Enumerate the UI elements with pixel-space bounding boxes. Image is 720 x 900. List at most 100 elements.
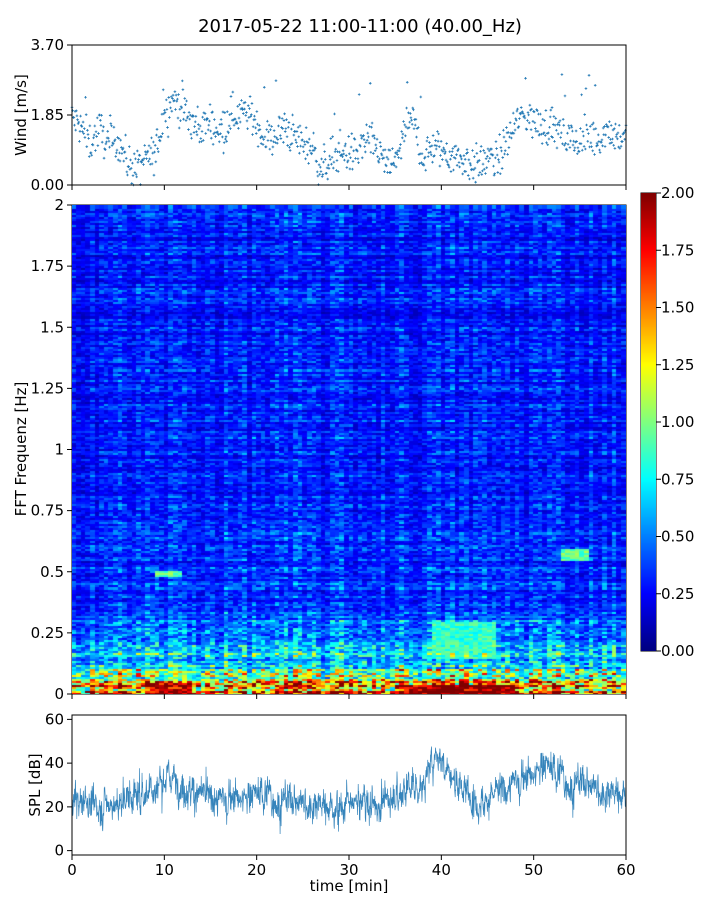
wind-point — [168, 101, 172, 104]
wind-point — [194, 115, 198, 118]
wind-point — [606, 125, 610, 129]
wind-point — [241, 108, 244, 111]
wind-point — [497, 160, 501, 164]
wind-point — [174, 93, 178, 97]
wind-point — [436, 139, 440, 143]
wind-point — [619, 144, 623, 148]
wind-point — [187, 111, 191, 114]
wind-point — [230, 112, 233, 115]
wind-point — [457, 161, 461, 164]
wind-point — [80, 125, 84, 128]
wind-point — [378, 141, 382, 144]
wind-point — [153, 144, 157, 147]
wind-point — [499, 146, 503, 149]
wind-point — [227, 131, 230, 135]
wind-point — [608, 142, 612, 145]
wind-point — [618, 146, 622, 150]
wind-point — [559, 131, 563, 135]
wind-point — [566, 131, 569, 135]
colorbar-tick-label: 1.50 — [661, 299, 694, 317]
wind-point — [282, 119, 286, 122]
wind-point — [320, 157, 323, 161]
wind-point — [359, 144, 362, 148]
wind-point — [473, 155, 476, 159]
wind-point — [270, 125, 273, 128]
wind-point — [487, 149, 491, 153]
wind-point — [585, 128, 589, 131]
wind-point — [399, 143, 402, 146]
wind-point — [76, 122, 80, 126]
wind-point — [420, 152, 424, 156]
wind-point — [410, 122, 414, 126]
wind-point — [458, 153, 462, 157]
wind-point — [306, 153, 309, 157]
wind-point — [397, 156, 400, 159]
wind-point — [146, 149, 150, 153]
wind-point — [532, 110, 536, 114]
wind-point — [152, 173, 156, 177]
wind-point — [493, 172, 497, 175]
wind-point — [451, 147, 455, 150]
wind-point — [515, 118, 518, 122]
wind-y-tick-label: 3.70 — [31, 36, 64, 54]
wind-point — [317, 163, 321, 167]
wind-point — [160, 112, 164, 116]
wind-point — [612, 127, 616, 130]
wind-point — [531, 136, 534, 139]
wind-point — [389, 171, 392, 174]
wind-point — [452, 168, 455, 172]
wind-point — [401, 136, 404, 140]
wind-point — [535, 109, 539, 113]
wind-point — [473, 166, 477, 170]
wind-point — [184, 119, 188, 122]
wind-point — [353, 138, 357, 141]
wind-point — [549, 108, 553, 112]
wind-point — [99, 124, 103, 127]
colorbar-gradient — [641, 193, 656, 651]
wind-point — [350, 132, 354, 135]
wind-point — [100, 140, 104, 144]
wind-point — [442, 148, 446, 151]
wind-point — [511, 111, 515, 115]
wind-point — [128, 145, 131, 148]
wind-panel: 0.00 1.85 3.70 Wind [m/s] — [12, 36, 628, 194]
wind-point — [484, 157, 488, 160]
wind-point — [101, 129, 105, 133]
wind-point — [576, 152, 579, 156]
wind-point — [108, 145, 111, 149]
wind-point — [555, 146, 559, 150]
wind-point — [242, 112, 245, 115]
wind-point — [597, 140, 601, 143]
wind-point — [214, 135, 217, 138]
wind-point — [354, 157, 357, 160]
wind-point — [589, 141, 593, 145]
wind-point — [428, 145, 432, 148]
wind-point — [447, 163, 450, 167]
wind-point — [587, 73, 591, 77]
wind-point — [133, 171, 137, 174]
wind-point — [253, 114, 256, 118]
wind-point — [328, 158, 332, 161]
wind-point — [90, 153, 94, 157]
wind-point — [478, 171, 482, 174]
wind-point — [594, 127, 598, 131]
wind-point — [171, 93, 175, 97]
wind-point — [464, 170, 468, 173]
wind-point — [573, 146, 577, 150]
wind-point — [450, 154, 453, 157]
wind-point — [524, 76, 527, 80]
wind-point — [185, 99, 188, 103]
wind-point — [153, 150, 156, 154]
wind-point — [197, 127, 201, 131]
wind-point — [437, 132, 440, 136]
wind-point — [185, 116, 189, 120]
wind-point — [348, 152, 351, 156]
wind-point — [224, 135, 228, 138]
wind-point — [584, 87, 588, 90]
wind-point — [99, 119, 102, 122]
wind-point — [540, 132, 543, 136]
wind-point — [349, 145, 353, 149]
wind-point — [275, 141, 279, 145]
wind-point — [609, 124, 613, 127]
spl-trace — [71, 746, 627, 834]
